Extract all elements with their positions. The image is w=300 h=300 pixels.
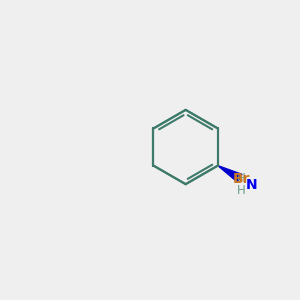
Text: N: N bbox=[245, 178, 257, 192]
Text: H: H bbox=[236, 172, 245, 185]
Polygon shape bbox=[218, 166, 242, 182]
Text: H: H bbox=[236, 184, 245, 197]
Text: Br: Br bbox=[232, 172, 250, 186]
